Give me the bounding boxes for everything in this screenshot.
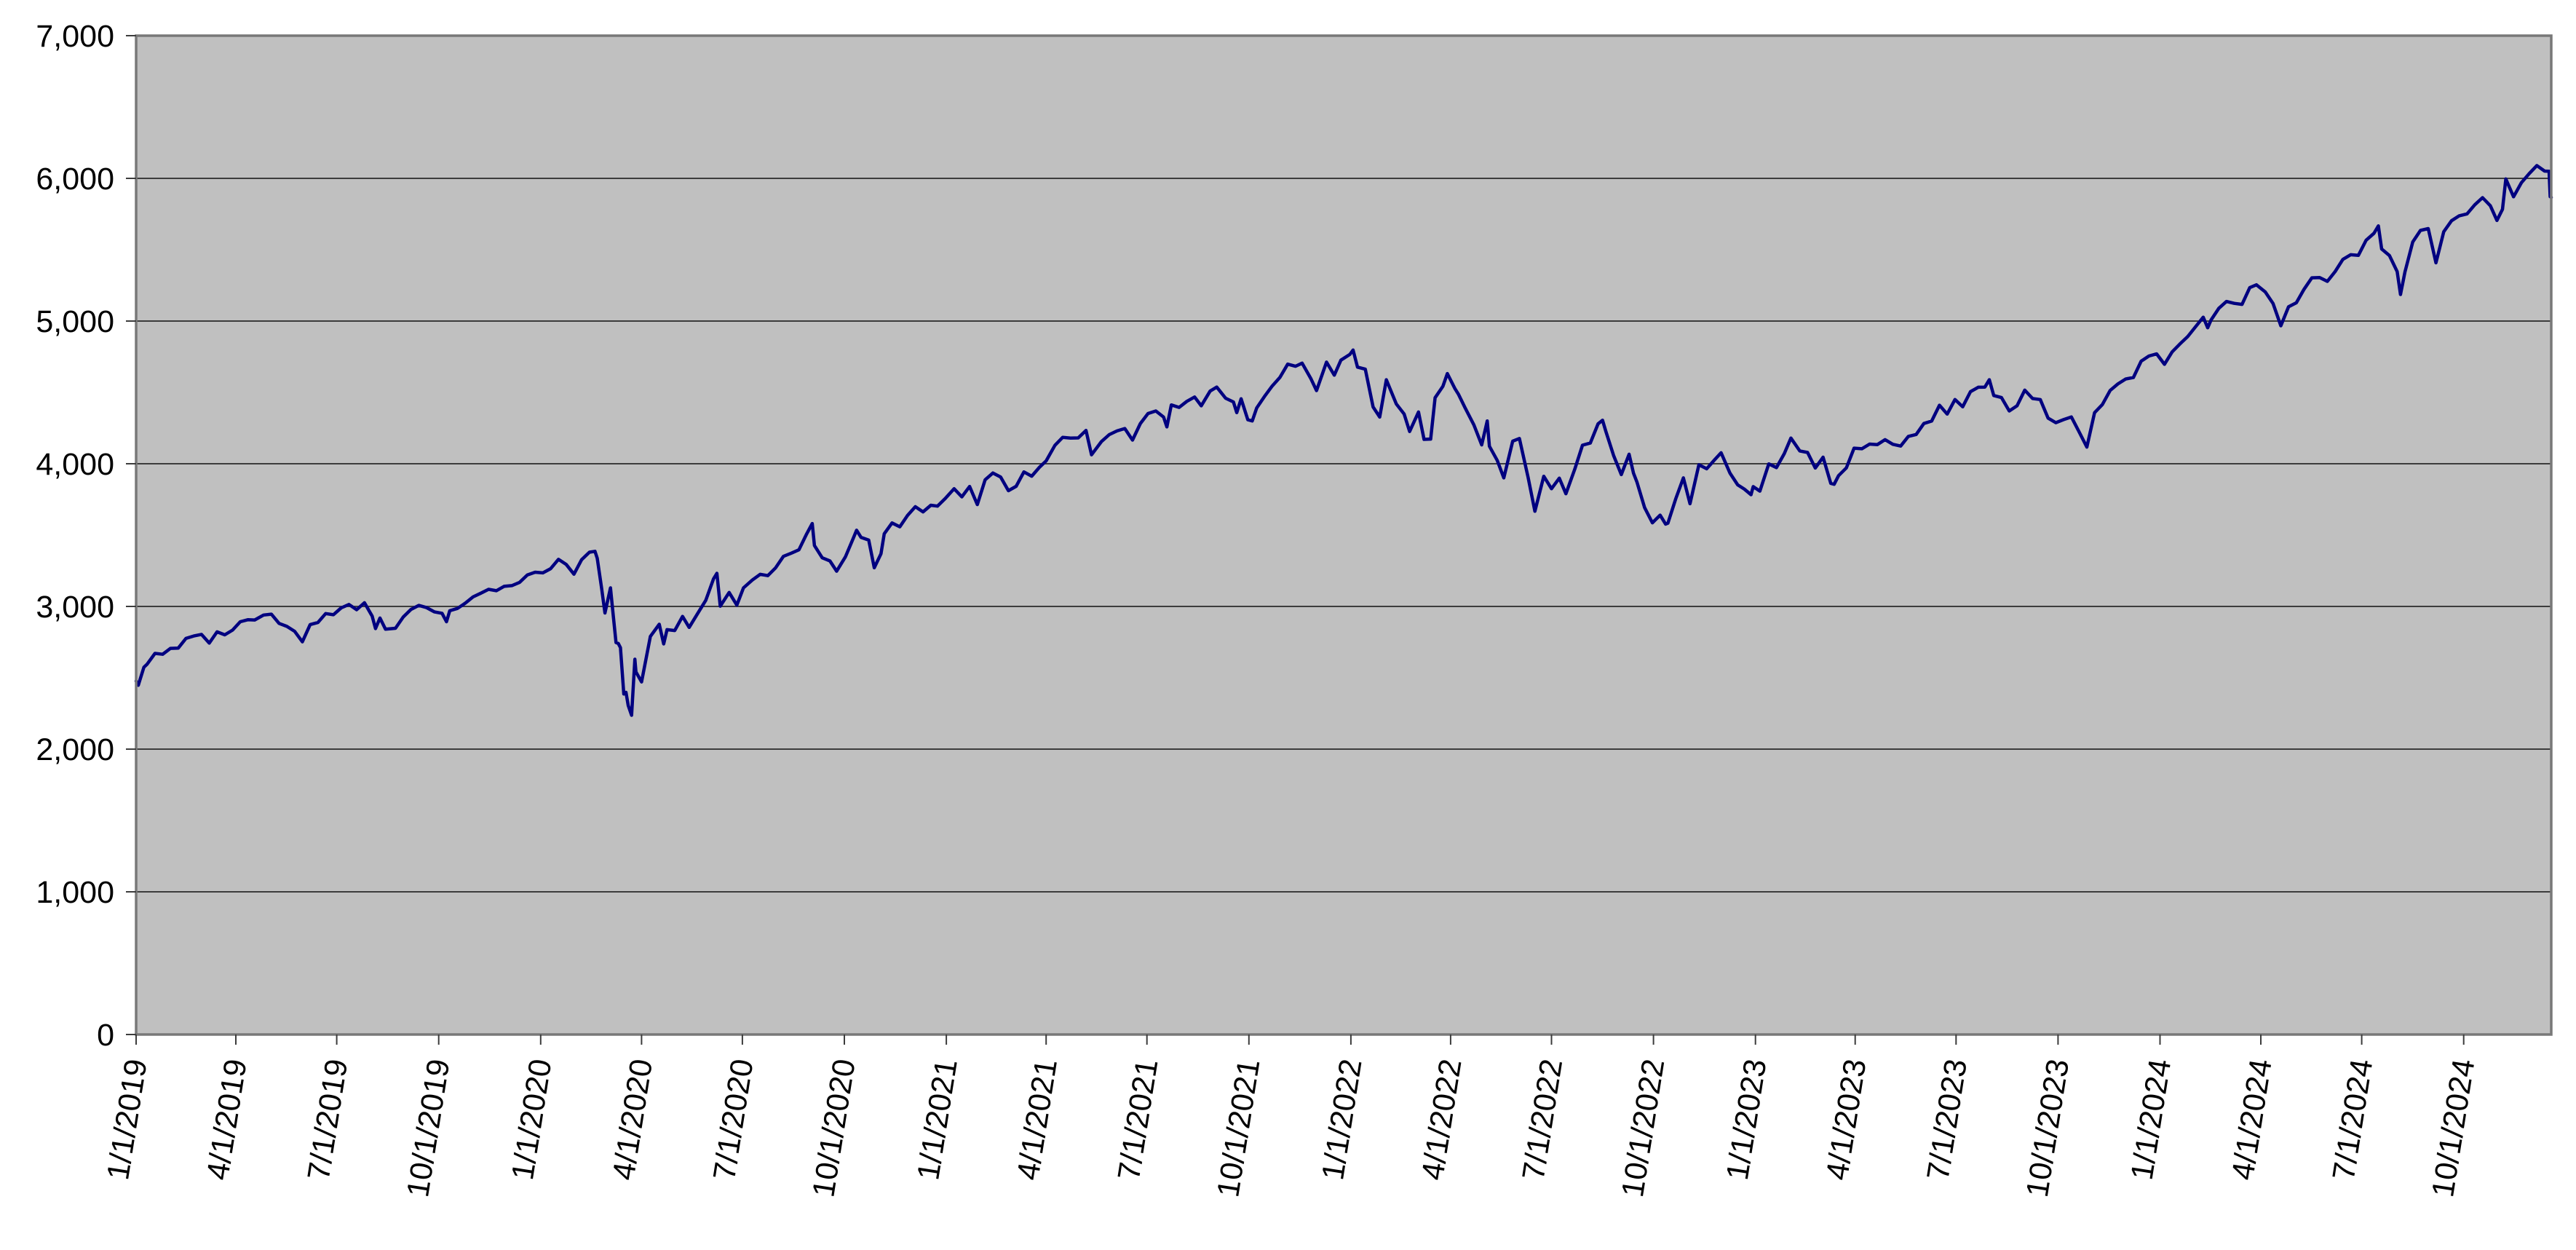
x-axis-label: 7/1/2019 [301, 1056, 355, 1182]
y-axis-label: 5,000 [36, 304, 114, 339]
x-axis-label: 10/1/2022 [1615, 1056, 1671, 1199]
x-axis-label: 10/1/2019 [400, 1056, 456, 1199]
x-axis-label: 7/1/2021 [1111, 1056, 1165, 1182]
x-axis-label: 4/1/2024 [2225, 1056, 2279, 1182]
plot-border [135, 34, 2553, 1036]
x-axis-label: 1/1/2021 [911, 1056, 964, 1182]
y-axis-label: 1,000 [36, 875, 114, 910]
x-axis-label: 4/1/2022 [1415, 1056, 1469, 1182]
x-axis-label: 1/1/2019 [100, 1056, 154, 1182]
x-axis-label: 10/1/2024 [2425, 1056, 2481, 1199]
x-axis-label: 10/1/2021 [1210, 1056, 1267, 1199]
x-axis-label: 7/1/2024 [2326, 1056, 2380, 1182]
x-axis-label: 4/1/2019 [200, 1056, 254, 1182]
x-axis-label: 7/1/2023 [1920, 1056, 1974, 1182]
x-axis-label: 1/1/2024 [2125, 1056, 2179, 1182]
plot-area [136, 36, 2551, 1035]
y-axis-label: 3,000 [36, 590, 114, 625]
x-axis-label: 1/1/2020 [505, 1056, 559, 1182]
x-axis-label: 7/1/2020 [707, 1056, 761, 1182]
y-axis-label: 0 [97, 1018, 114, 1053]
x-axis-label: 1/1/2023 [1720, 1056, 1774, 1182]
x-axis-label: 4/1/2023 [1820, 1056, 1874, 1182]
x-axis-label: 10/1/2020 [806, 1056, 862, 1199]
x-axis-label: 7/1/2022 [1516, 1056, 1570, 1182]
y-axis-label: 6,000 [36, 162, 114, 197]
price-line [134, 164, 2553, 717]
x-axis-label: 4/1/2020 [606, 1056, 660, 1182]
y-axis-label: 2,000 [36, 732, 114, 767]
x-axis-label: 4/1/2021 [1010, 1056, 1064, 1182]
x-axis-label: 10/1/2023 [2020, 1056, 2076, 1199]
y-axis-label: 4,000 [36, 447, 114, 482]
x-axis-label: 1/1/2022 [1315, 1056, 1369, 1182]
y-axis-label: 7,000 [36, 19, 114, 54]
